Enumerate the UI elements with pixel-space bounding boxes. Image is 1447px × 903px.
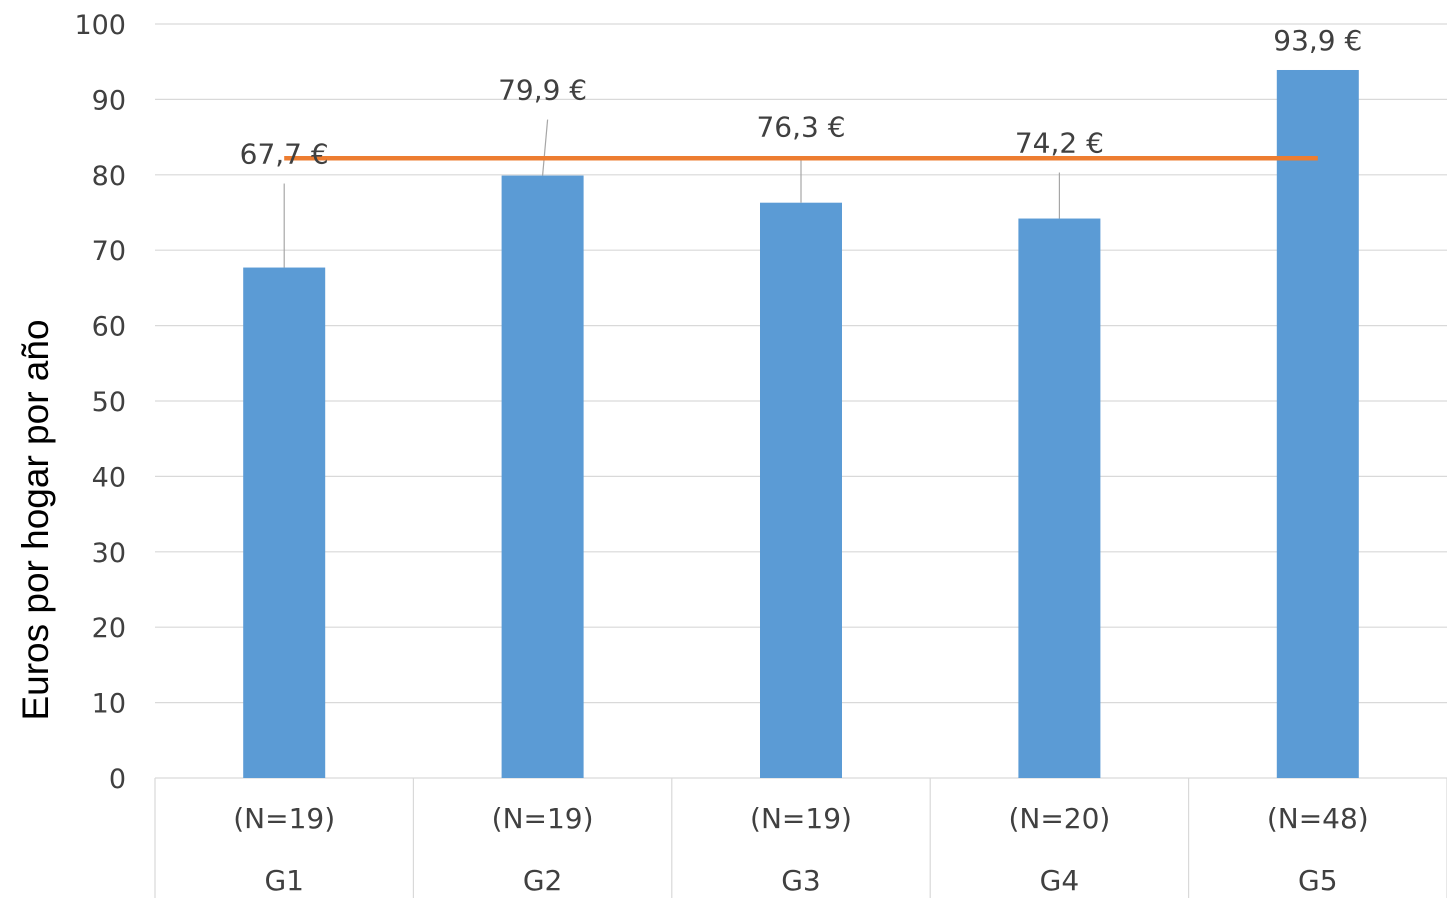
y-tick-label-60: 60: [92, 312, 126, 343]
leader-line-G2: [542, 119, 549, 176]
category-separators: [154, 778, 1447, 898]
y-tick-label-20: 20: [92, 613, 126, 644]
subcategory-label-G4: (N=20): [1008, 802, 1110, 835]
category-label-G3: G3: [781, 864, 821, 897]
bar-G1: [243, 267, 326, 778]
leader-lines: [283, 119, 1061, 268]
y-tick-label-100: 100: [74, 10, 126, 41]
y-tick-labels: 0 10 20 30 40 50 60 70 80 90 100: [74, 10, 126, 795]
y-tick-label-0: 0: [109, 764, 126, 795]
y-tick-label-10: 10: [92, 689, 126, 720]
subcategory-label-G5: (N=48): [1267, 802, 1369, 835]
data-label-G2: 79,9 €: [498, 74, 587, 107]
bar-G2: [501, 175, 584, 778]
y-tick-label-80: 80: [92, 161, 126, 192]
subcategory-label-G1: (N=19): [233, 802, 335, 835]
subcategory-label-G3: (N=19): [750, 802, 852, 835]
data-label-G4: 74,2 €: [1015, 127, 1104, 160]
y-tick-label-50: 50: [92, 387, 126, 418]
category-label-G1: G1: [264, 864, 304, 897]
bar-G3: [760, 202, 842, 778]
category-labels: (N=19) G1 (N=19) G2 (N=19) G3 (N=20) G4 (N=48) G5: [233, 802, 1368, 897]
y-axis-title: Euros por hogar por año: [15, 319, 56, 720]
category-label-G4: G4: [1040, 864, 1080, 897]
bars: [243, 69, 1359, 779]
category-label-G5: G5: [1298, 864, 1338, 897]
data-label-G5: 93,9 €: [1273, 24, 1362, 57]
data-label-G3: 76,3 €: [756, 111, 845, 144]
category-label-G2: G2: [523, 864, 563, 897]
data-labels: 67,7 € 79,9 € 76,3 € 74,2 € 93,9 €: [240, 24, 1363, 171]
y-tick-label-30: 30: [92, 538, 126, 569]
y-tick-label-40: 40: [92, 462, 126, 493]
data-label-G1: 67,7 €: [240, 138, 329, 171]
y-tick-label-90: 90: [92, 85, 126, 116]
bar-G4: [1018, 218, 1101, 779]
subcategory-label-G2: (N=19): [492, 802, 594, 835]
bar-G5: [1276, 69, 1359, 778]
y-tick-label-70: 70: [92, 236, 126, 267]
